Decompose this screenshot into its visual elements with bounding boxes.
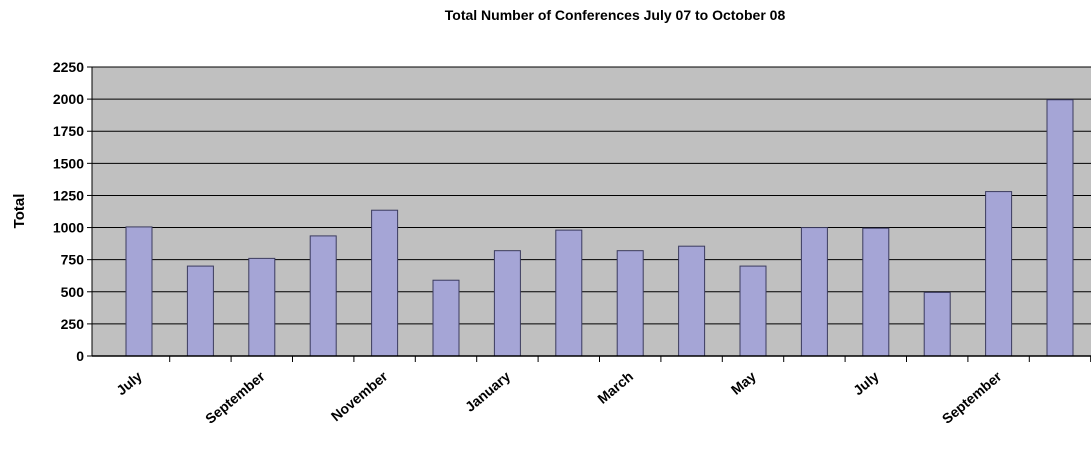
bar: [739, 265, 767, 357]
bars: [125, 99, 1074, 357]
bar: [555, 229, 583, 357]
x-tick-label: March: [594, 368, 636, 407]
bar: [678, 245, 706, 357]
y-tick-label: 250: [61, 316, 85, 332]
bar: [616, 250, 644, 357]
axes: [91, 67, 1091, 362]
y-tick-labels: 0 250 500 750 1000 1250 1500 1750 2000 2250: [53, 59, 84, 364]
gridlines: [87, 66, 1091, 357]
y-tick-label: 1750: [53, 123, 84, 139]
bar: [800, 227, 828, 357]
bar: [862, 227, 890, 357]
y-tick-label: 2250: [53, 59, 84, 75]
bar: [923, 291, 951, 357]
chart-title: Total Number of Conferences July 07 to O…: [445, 7, 786, 23]
bar: [248, 257, 276, 357]
y-tick-label: 1250: [53, 187, 84, 203]
x-tick-label: September: [939, 368, 1005, 427]
bar: [125, 226, 153, 357]
y-tick-label: 500: [61, 284, 85, 300]
bar: [432, 279, 460, 357]
bar: [985, 191, 1013, 357]
bar: [186, 265, 214, 357]
y-tick-label: 0: [76, 348, 84, 364]
x-tick-label: July: [113, 368, 145, 398]
y-axis-label: Total: [11, 194, 28, 229]
bar: [493, 250, 521, 357]
bar: [371, 209, 399, 357]
y-tick-label: 1500: [53, 155, 84, 171]
x-tick-label: September: [202, 368, 268, 427]
y-tick-label: 750: [61, 252, 85, 268]
bar: [1046, 99, 1074, 357]
x-tick-label: January: [462, 368, 514, 415]
y-tick-label: 2000: [53, 91, 84, 107]
y-tick-label: 1000: [53, 220, 84, 236]
bar: [309, 235, 337, 357]
x-tick-label: November: [328, 368, 391, 425]
x-tick-label: July: [850, 368, 882, 398]
x-tick-labels: July September November January March May July…: [113, 368, 1005, 427]
x-tick-label: May: [728, 368, 759, 398]
